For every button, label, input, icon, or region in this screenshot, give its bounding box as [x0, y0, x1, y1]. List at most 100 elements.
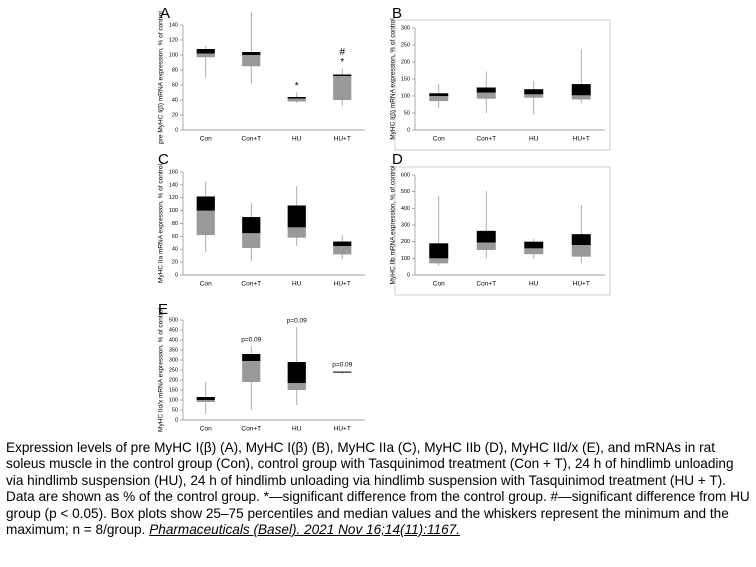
y-tick-label: 400 — [401, 206, 410, 212]
x-tick-label: Con+T — [241, 426, 261, 433]
box-upper — [571, 84, 591, 96]
y-tick-label: 140 — [169, 22, 178, 28]
box-upper — [242, 217, 261, 234]
box-upper — [429, 243, 449, 259]
box-upper — [287, 97, 306, 99]
x-tick-label: HU — [529, 281, 539, 288]
box-upper — [429, 93, 449, 96]
box-lower — [242, 233, 261, 248]
y-tick-label: 120 — [169, 37, 178, 43]
y-tick-label: 500 — [169, 317, 178, 323]
x-tick-label: Con — [200, 281, 212, 288]
box-upper — [242, 52, 261, 55]
box-upper — [196, 49, 215, 54]
y-tick-label: 0 — [407, 127, 410, 133]
box-lower — [571, 245, 591, 257]
y-tick-label: 20 — [172, 112, 178, 118]
annotation: * — [340, 57, 344, 68]
y-axis-label: MyHC IIa mRNA expression, % of control — [158, 164, 165, 283]
annotation: * — [295, 81, 299, 92]
x-tick-label: HU+T — [573, 136, 590, 143]
box-upper — [196, 397, 215, 400]
box-lower — [196, 210, 215, 236]
box-lower — [287, 98, 306, 102]
box-upper — [287, 362, 306, 383]
x-tick-label: Con+T — [241, 281, 261, 288]
x-tick-label: HU — [292, 426, 302, 433]
y-axis-label: MyHC IIb mRNA expression, % of control — [390, 165, 397, 284]
x-tick-label: Con+T — [476, 281, 496, 288]
y-tick-label: 0 — [175, 127, 178, 133]
x-tick-label: Con — [433, 281, 445, 288]
panel-label: C — [158, 151, 169, 168]
y-tick-label: 300 — [401, 222, 410, 228]
y-tick-label: 600 — [401, 172, 410, 178]
box-lower — [429, 258, 449, 264]
box-upper — [333, 371, 352, 373]
box-lower — [242, 361, 261, 382]
y-tick-label: 0 — [175, 417, 178, 423]
y-tick-label: 40 — [172, 97, 178, 103]
x-tick-label: Con — [433, 136, 445, 143]
y-tick-label: 80 — [172, 221, 178, 227]
y-tick-label: 100 — [169, 52, 178, 58]
box-lower — [524, 94, 544, 98]
annotation: # — [339, 47, 345, 58]
box-upper — [524, 89, 544, 95]
box-lower — [571, 95, 591, 100]
box-lower — [476, 242, 496, 250]
box-lower — [242, 55, 261, 67]
y-axis-label: MyHC I(β) mRNA expression, % of control — [390, 18, 397, 140]
y-tick-label: 20 — [172, 260, 178, 266]
y-tick-label: 60 — [172, 234, 178, 240]
box-upper — [287, 205, 306, 228]
x-tick-label: HU — [292, 281, 302, 288]
citation: Pharmaceuticals (Basel). 2021 Nov 16;14(… — [149, 522, 460, 538]
y-tick-label: 100 — [401, 93, 410, 99]
x-tick-label: Con — [200, 426, 212, 433]
y-tick-label: 80 — [172, 67, 178, 73]
caption: Expression levels of pre MyHC I(β) (A), … — [6, 440, 750, 538]
y-tick-label: 250 — [169, 367, 178, 373]
panel-label: D — [392, 151, 403, 168]
x-tick-label: HU+T — [334, 136, 351, 143]
panel-label: A — [160, 5, 170, 22]
y-tick-label: 140 — [169, 182, 178, 188]
x-tick-label: HU — [292, 136, 302, 143]
box-upper — [476, 87, 496, 93]
box-lower — [287, 383, 306, 390]
y-tick-label: 40 — [172, 247, 178, 253]
y-tick-label: 500 — [401, 189, 410, 195]
y-axis-label: MyHC IId/x mRNA expression, % of control — [158, 307, 165, 431]
y-tick-label: 120 — [169, 195, 178, 201]
x-tick-label: HU — [529, 136, 539, 143]
box-upper — [333, 74, 352, 76]
y-tick-label: 50 — [404, 110, 410, 116]
x-tick-label: Con+T — [241, 136, 261, 143]
annotation: p=0.09 — [332, 362, 352, 369]
y-tick-label: 400 — [169, 337, 178, 343]
annotation: p=0.09 — [287, 318, 307, 325]
box-lower — [333, 76, 352, 100]
box-upper — [571, 234, 591, 245]
box-lower — [196, 53, 215, 58]
box-upper — [242, 354, 261, 361]
x-tick-label: Con — [200, 136, 212, 143]
y-tick-label: 300 — [169, 357, 178, 363]
box-lower — [196, 400, 215, 402]
x-tick-label: HU+T — [334, 281, 351, 288]
y-tick-label: 0 — [407, 272, 410, 278]
plot-frame — [394, 166, 611, 296]
y-tick-label: 450 — [169, 327, 178, 333]
y-tick-label: 200 — [401, 59, 410, 65]
box-upper — [524, 241, 544, 249]
x-tick-label: HU+T — [334, 426, 351, 433]
box-lower — [333, 246, 352, 255]
caption-block: Expression levels of pre MyHC I(β) (A), … — [6, 440, 750, 538]
y-tick-label: 50 — [172, 407, 178, 413]
annotation: p=0.09 — [241, 337, 261, 344]
y-tick-label: 200 — [401, 239, 410, 245]
y-tick-label: 150 — [169, 387, 178, 393]
plot-frame — [394, 19, 611, 151]
